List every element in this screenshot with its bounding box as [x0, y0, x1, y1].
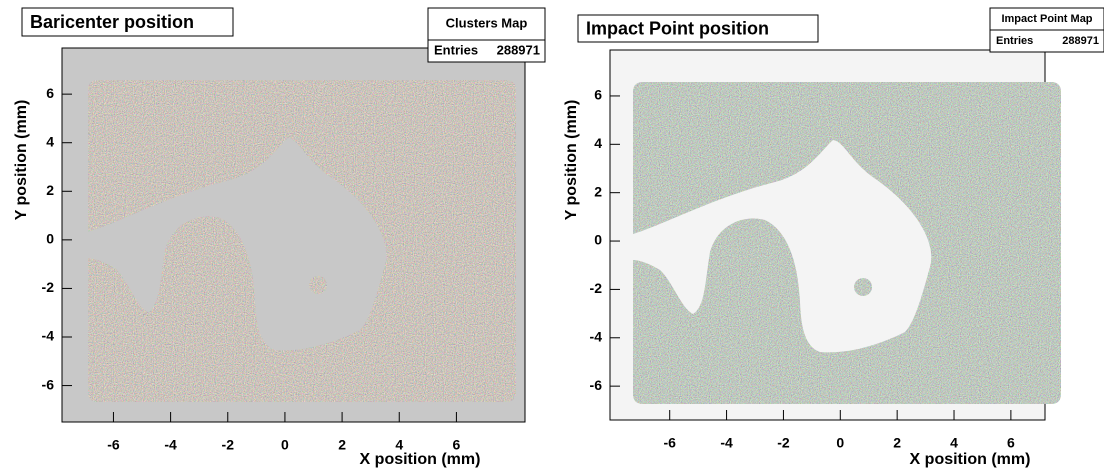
chart-title: Baricenter position: [30, 12, 194, 32]
y-tick-label: -6: [590, 377, 603, 393]
x-tick-label: 6: [1007, 435, 1015, 451]
stats-entries: 288971: [1062, 35, 1099, 47]
y-tick-label: -4: [590, 328, 603, 344]
y-tick-label: 2: [46, 182, 54, 198]
x-tick-label: -4: [720, 435, 733, 451]
stats-title: Impact Point Map: [1001, 13, 1092, 25]
stats-entries-label: Entries: [996, 35, 1033, 47]
y-tick-label: 2: [594, 183, 602, 199]
x-tick-label: 2: [338, 437, 346, 453]
x-tick-label: 0: [281, 437, 289, 453]
y-tick-label: 4: [594, 135, 602, 151]
x-axis-label: X position (mm): [360, 451, 481, 468]
title-box: [577, 14, 819, 43]
y-axis-label: Y position (mm): [563, 100, 580, 221]
x-tick-label: 2: [893, 435, 901, 451]
title-box: [21, 7, 234, 37]
x-tick-label: -4: [164, 437, 177, 453]
y-tick-label: 6: [46, 85, 54, 101]
y-tick-label: -4: [42, 328, 55, 344]
y-tick-label: 0: [594, 232, 602, 248]
stats-title: Clusters Map: [446, 15, 528, 30]
x-tick-label: 4: [395, 437, 403, 453]
y-tick-label: -2: [42, 279, 55, 295]
y-tick-label: -2: [590, 280, 603, 296]
x-tick-label: -6: [663, 435, 676, 451]
x-tick-label: 0: [836, 435, 844, 451]
stats-entries-label: Entries: [434, 42, 478, 57]
stats-box: [427, 7, 546, 63]
y-axis-label: Y position (mm): [13, 100, 30, 221]
x-axis-label: X position (mm): [910, 451, 1031, 468]
stats-entries: 288971: [497, 42, 540, 57]
y-tick-label: 6: [594, 87, 602, 103]
y-tick-label: -6: [42, 376, 55, 392]
x-tick-label: 6: [453, 437, 461, 453]
chart-title: Impact Point position: [586, 18, 769, 38]
x-tick-label: -2: [777, 435, 790, 451]
y-tick-label: 0: [46, 231, 54, 247]
y-tick-label: 4: [46, 133, 54, 149]
x-tick-label: -6: [107, 437, 120, 453]
x-tick-label: 4: [950, 435, 958, 451]
x-tick-label: -2: [222, 437, 235, 453]
